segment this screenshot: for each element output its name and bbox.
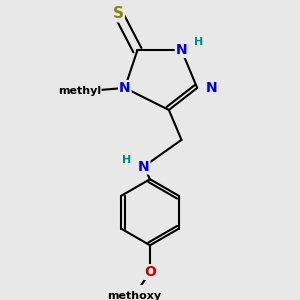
Text: N: N — [138, 160, 149, 174]
Text: O: O — [144, 265, 156, 279]
Text: N: N — [176, 43, 187, 57]
Text: H: H — [194, 37, 203, 47]
Text: methoxy: methoxy — [107, 291, 161, 300]
Text: H: H — [122, 155, 131, 165]
Text: S: S — [113, 7, 124, 22]
Text: methyl: methyl — [58, 86, 101, 96]
Text: N: N — [119, 81, 130, 95]
Text: N: N — [206, 81, 217, 95]
